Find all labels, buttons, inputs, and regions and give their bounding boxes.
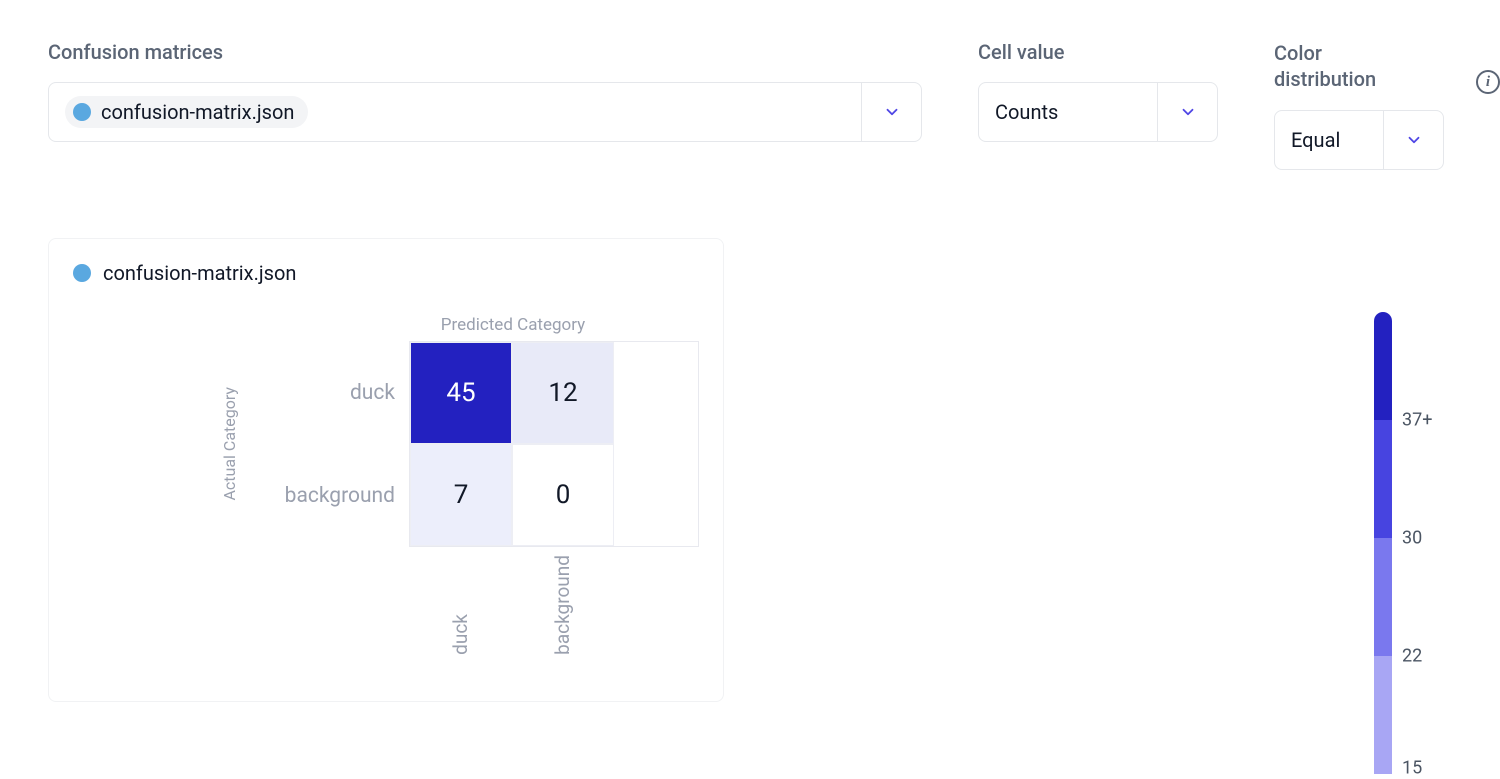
- legend-tick-0: 37+: [1402, 410, 1432, 431]
- cellvalue-value[interactable]: Counts: [979, 83, 1157, 141]
- colordist-label: Color distribution: [1274, 40, 1414, 92]
- card-title: confusion-matrix.json: [73, 261, 699, 285]
- legend-seg-3: [1374, 656, 1392, 774]
- cellvalue-chevron[interactable]: [1157, 83, 1217, 141]
- dot-icon: [73, 103, 91, 121]
- legend-tick-2: 22: [1402, 646, 1422, 667]
- row-label-1: background: [249, 484, 409, 508]
- legend-tick-3: 15: [1402, 758, 1422, 779]
- confusion-matrix-card: confusion-matrix.json Predicted Category…: [48, 238, 724, 702]
- dot-icon: [73, 264, 91, 282]
- matrices-chip-text: confusion-matrix.json: [101, 100, 294, 124]
- legend-tick-1: 30: [1402, 528, 1422, 549]
- colordist-field: Color distribution Equal i: [1274, 40, 1444, 170]
- matrices-field: Confusion matrices confusion-matrix.json: [48, 40, 922, 142]
- colordist-select[interactable]: Equal: [1274, 110, 1444, 170]
- cell-1-0[interactable]: 7: [410, 444, 512, 546]
- card-title-text: confusion-matrix.json: [103, 261, 296, 285]
- matrices-chip[interactable]: confusion-matrix.json: [65, 96, 308, 128]
- info-icon[interactable]: i: [1476, 70, 1500, 94]
- cell-0-1[interactable]: 12: [512, 342, 614, 444]
- color-scale-legend: 37+ 30 22 15: [1374, 312, 1448, 774]
- col-labels: duck background: [409, 555, 699, 661]
- cell-1-1[interactable]: 0: [512, 444, 614, 546]
- chevron-down-icon: [883, 103, 901, 121]
- matrices-select[interactable]: confusion-matrix.json: [48, 82, 922, 142]
- cellvalue-field: Cell value Counts: [978, 40, 1218, 142]
- legend-bar: [1374, 312, 1392, 774]
- colordist-chevron[interactable]: [1383, 111, 1443, 169]
- legend-seg-0: [1374, 312, 1392, 420]
- legend-seg-2: [1374, 538, 1392, 656]
- row-label-0: duck: [249, 381, 409, 405]
- matrices-select-body[interactable]: confusion-matrix.json: [49, 83, 861, 141]
- matrices-chevron[interactable]: [861, 83, 921, 141]
- legend-seg-1: [1374, 420, 1392, 538]
- axis-left-label: Actual Category: [220, 387, 239, 501]
- chevron-down-icon: [1405, 131, 1423, 149]
- colordist-value[interactable]: Equal: [1275, 111, 1383, 169]
- chevron-down-icon: [1179, 103, 1197, 121]
- cellvalue-label: Cell value: [978, 40, 1218, 64]
- col-label-0: duck: [449, 555, 472, 661]
- axis-top-label: Predicted Category: [411, 315, 615, 335]
- matrix-region: Predicted Category Actual Category duck …: [209, 315, 699, 661]
- cellvalue-select[interactable]: Counts: [978, 82, 1218, 142]
- matrices-label: Confusion matrices: [48, 40, 922, 64]
- matrix-grid: 45 12 7 0: [409, 341, 699, 547]
- col-label-1: background: [551, 555, 574, 661]
- cell-0-0[interactable]: 45: [410, 342, 512, 444]
